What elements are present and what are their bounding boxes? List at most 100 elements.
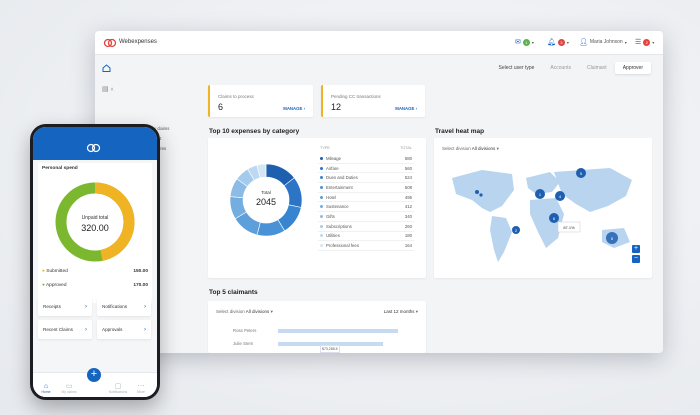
list-badge: 2 <box>643 38 651 46</box>
donut-total-value: 2045 <box>255 197 277 207</box>
tab-approver[interactable]: Approver <box>614 62 651 74</box>
svg-text:5: 5 <box>611 236 614 241</box>
submitted-arc <box>55 182 135 262</box>
kpi-claims-to-process: Claims to process 6 MANAGE › <box>208 85 313 117</box>
zoom-in-button[interactable]: + <box>632 245 640 253</box>
claimants-heading: Top 5 claimants <box>209 289 258 296</box>
recent-claims-button[interactable]: Recent Claims › <box>38 320 92 339</box>
nav-home[interactable]: ⌂ Home <box>36 383 56 394</box>
chevron-right-icon: › <box>85 303 87 310</box>
chevron-right-icon: › <box>144 303 146 310</box>
unpaid-total-label: Unpaid total <box>81 215 109 221</box>
division-select[interactable]: Select division All divisions ▾ <box>442 146 499 151</box>
expenses-card: Total 2045 TYPE TOTAL Mileage 580 Airfare 56… <box>208 138 426 278</box>
expenses-heading: Top 10 expenses by category <box>209 128 300 135</box>
table-row: Mileage 580 <box>318 154 414 164</box>
heatmap-heading: Travel heat map <box>435 128 485 135</box>
nav-more[interactable]: ⋯ More <box>131 382 151 394</box>
list-menu[interactable]: ☰ 2 ▾ <box>635 38 654 46</box>
personal-spend-title: Personal spend <box>42 166 78 171</box>
manage-link[interactable]: MANAGE › <box>283 106 305 111</box>
user-menu[interactable]: 👤︎ Maria Johnson ▾ <box>579 38 627 46</box>
cloud-logo-icon <box>86 143 101 153</box>
table-row: Utilities 180 <box>318 232 414 242</box>
legend-submitted: ● Submitted 150.00 <box>38 265 152 277</box>
svg-text:1: 1 <box>539 192 542 197</box>
home-icon: ⌂ <box>43 383 49 390</box>
personal-spend-donut <box>55 182 135 262</box>
notifications-button[interactable]: 🔔︎ 3 ▾ <box>547 38 569 46</box>
table-row: Dues and Duties 524 <box>318 173 414 184</box>
kpi-value: 12 <box>331 102 342 112</box>
cloud-logo-icon <box>103 38 117 48</box>
table-row: Hotel 495 <box>318 193 414 203</box>
period-select[interactable]: Last 12 months ▾ <box>383 309 418 314</box>
legend-dot <box>320 244 323 248</box>
legend-dot <box>320 185 323 189</box>
claimant-tooltip: $73,288.5 <box>320 345 340 353</box>
bell-icon: ▢ <box>114 383 122 390</box>
table-row: Subscriptions 260 <box>318 222 414 232</box>
nav-my-claims[interactable]: ▭ My claims <box>59 382 79 394</box>
user-type-tabs: Select user type Accounts Claimant Appro… <box>491 62 651 74</box>
home-icon[interactable] <box>102 64 111 72</box>
legend-dot <box>320 166 323 170</box>
chevron-down-icon: ▾ <box>415 309 418 314</box>
claimant-bar <box>278 329 398 333</box>
donut-slice[interactable] <box>256 163 267 179</box>
legend-dot <box>320 176 323 180</box>
receipts-button[interactable]: Receipts › <box>38 297 92 316</box>
chevron-right-icon: › <box>144 326 146 333</box>
mail-icon: ✉ <box>515 39 521 46</box>
kpi-title: Claims to process <box>218 94 254 99</box>
svg-text:6: 6 <box>553 216 556 221</box>
tab-accounts[interactable]: Accounts <box>550 65 571 71</box>
claimant-name: Ross Peters <box>233 328 257 333</box>
chevron-down-icon: ▾ <box>270 309 273 314</box>
mail-button[interactable]: ✉ 1 ▾ <box>515 38 534 46</box>
heat-bubble <box>555 191 565 201</box>
legend-dot <box>320 156 323 160</box>
world-map: 5 1 4 6 5 2 87.1% <box>452 168 632 262</box>
heat-bubble <box>606 232 618 244</box>
nav-notifications[interactable]: ▢ Notifications <box>108 383 128 394</box>
zoom-out-button[interactable]: − <box>632 255 640 263</box>
notifications-button[interactable]: Notifications › <box>97 297 151 316</box>
table-row: Gifts 340 <box>318 212 414 222</box>
list-icon: ☰ <box>635 39 642 46</box>
svg-text:87.1%: 87.1% <box>563 225 575 230</box>
chevron-right-icon: › <box>85 326 87 333</box>
app-window: Webexpenses ✉ 1 ▾ 🔔︎ 3 ▾ 👤︎ Maria Johnso… <box>95 31 663 353</box>
table-row: Entertainment 508 <box>318 183 414 193</box>
svg-text:2: 2 <box>515 228 518 233</box>
table-row: Sustenance 412 <box>318 202 414 213</box>
sub-bar: Select user type Accounts Claimant Appro… <box>95 55 663 81</box>
svg-text:4: 4 <box>559 194 562 199</box>
user-icon: 👤︎ <box>579 39 588 46</box>
claims-icon: ▭ <box>65 383 73 390</box>
donut-total-label: Total <box>261 190 271 195</box>
table-row: Airfare 560 <box>318 164 414 174</box>
top-bar: Webexpenses ✉ 1 ▾ 🔔︎ 3 ▾ 👤︎ Maria Johnso… <box>95 31 663 55</box>
mail-badge: 1 <box>522 38 530 46</box>
manage-link[interactable]: MANAGE › <box>395 106 417 111</box>
claimants-division-select[interactable]: Select division All divisions ▾ <box>216 309 273 314</box>
brand-name: Webexpenses <box>119 39 157 45</box>
approvals-button[interactable]: Approvals › <box>97 320 151 339</box>
heat-bubble <box>535 189 545 199</box>
bell-badge: 3 <box>557 38 565 46</box>
claimant-bar <box>278 342 383 346</box>
tab-claimant[interactable]: Claimant <box>586 65 607 71</box>
more-icon: ⋯ <box>137 383 145 390</box>
phone-header <box>33 127 157 160</box>
heatmap-card: Select division All divisions ▾ 5 1 4 6 … <box>434 138 652 278</box>
kpi-title: Pending CC transactions <box>331 94 381 99</box>
add-claim-button[interactable]: + <box>87 368 101 382</box>
heat-bubble <box>576 168 586 178</box>
expenses-table: TYPE TOTAL Mileage 580 Airfare 560 Dues and D… <box>318 146 414 251</box>
chevron-down-icon: ▾ <box>624 39 627 45</box>
legend-dot <box>320 234 323 238</box>
unpaid-total-value: 320.00 <box>81 223 109 233</box>
menu-icon[interactable]: ▤ ˄ <box>102 86 114 93</box>
chevron-down-icon: ▾ <box>531 39 534 45</box>
